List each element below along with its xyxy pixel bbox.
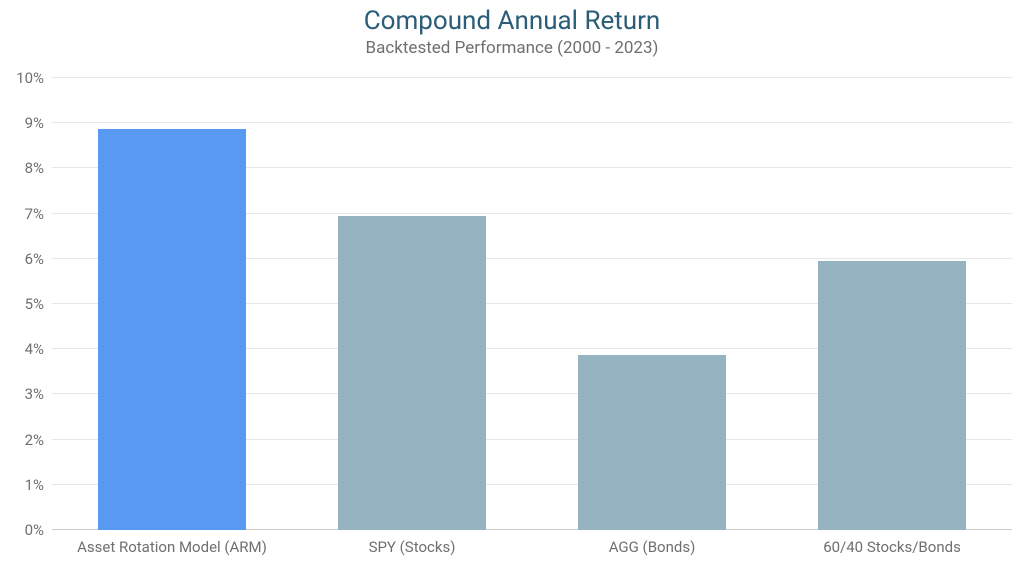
x-tick-label: Asset Rotation Model (ARM) xyxy=(77,530,267,556)
y-tick-label: 6% xyxy=(25,250,52,268)
x-tick-label: AGG (Bonds) xyxy=(609,530,696,556)
chart-title: Compound Annual Return xyxy=(0,6,1024,36)
bar xyxy=(818,261,967,530)
y-tick-label: 2% xyxy=(25,431,52,449)
chart-container: Compound Annual Return Backtested Perfor… xyxy=(0,0,1024,569)
title-block: Compound Annual Return Backtested Perfor… xyxy=(0,0,1024,58)
y-tick-label: 9% xyxy=(25,114,52,132)
y-tick-label: 8% xyxy=(25,159,52,177)
y-tick-label: 4% xyxy=(25,340,52,358)
bar xyxy=(578,355,727,530)
y-tick-label: 0% xyxy=(25,521,52,539)
chart-subtitle: Backtested Performance (2000 - 2023) xyxy=(0,38,1024,58)
y-tick-label: 1% xyxy=(25,476,52,494)
bar xyxy=(338,216,487,530)
gridline xyxy=(52,122,1012,123)
gridline xyxy=(52,77,1012,78)
y-tick-label: 7% xyxy=(25,205,52,223)
x-tick-label: 60/40 Stocks/Bonds xyxy=(823,530,961,556)
y-tick-label: 3% xyxy=(25,385,52,403)
x-tick-label: SPY (Stocks) xyxy=(369,530,456,556)
plot-area: 0%1%2%3%4%5%6%7%8%9%10%Asset Rotation Mo… xyxy=(52,78,1012,530)
y-tick-label: 5% xyxy=(25,295,52,313)
bar xyxy=(98,129,247,530)
y-tick-label: 10% xyxy=(16,69,52,87)
